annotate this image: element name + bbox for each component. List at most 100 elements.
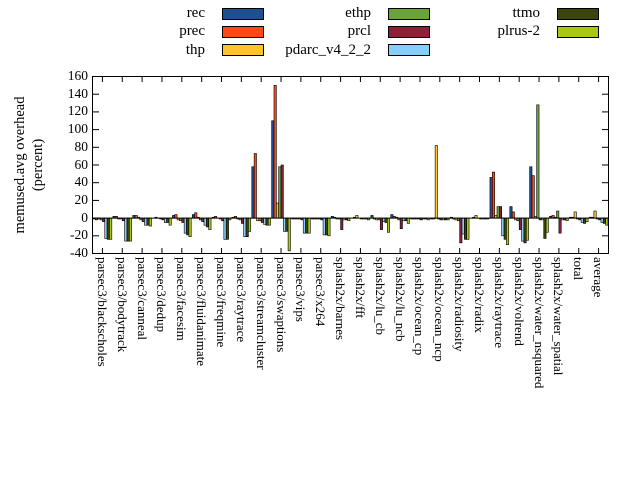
bar-pdarc_v4_2_2 [322,217,326,235]
legend-label-prcl: prcl [347,23,371,40]
bar-ethp [277,165,281,218]
bar-pdarc_v4_2_2 [500,217,504,236]
bar-ttmo [185,217,189,235]
bar-plrus-2 [505,217,509,245]
x-tick-label: splash2x/ocean_ncp [432,257,448,362]
bar-plrus-2 [128,217,132,241]
bar-thp [573,211,577,218]
bar-ttmo [126,217,130,241]
bar-thp [275,202,279,218]
bar-prcl [280,164,284,218]
x-tick-label: splash2x/fft [352,257,368,319]
x-tick-label: parsec3/bodytrack [114,257,130,353]
bar-ttmo [106,217,110,240]
x-tick-label: parsec3/facesim [174,257,190,341]
bar-plrus-2 [108,217,112,240]
bar-pdarc_v4_2_2 [163,217,167,223]
bar-ttmo [463,217,467,240]
x-tick-label: splash2x/water_nsquared [531,257,547,389]
bar-prcl [101,217,105,222]
y-tick-label: 20 [74,191,89,207]
bar-plrus-2 [168,217,172,225]
legend-swatch-ttmo [557,7,599,20]
bar-prcl [240,217,244,224]
bar-pdarc_v4_2_2 [223,217,227,240]
y-axis-title-line1: memused.avg overhead [12,96,28,234]
bar-pdarc_v4_2_2 [262,217,266,225]
bar-pdarc_v4_2_2 [123,217,127,241]
bar-ethp [555,210,559,218]
bar-pdarc_v4_2_2 [183,217,187,233]
bar-prcl [458,217,462,243]
bar-rec [489,176,493,218]
x-tick-label: splash2x/barnes [333,257,349,341]
bar-prcl [200,217,204,222]
x-tick-label: splash2x/lu_ncb [392,257,408,342]
bar-rec [508,205,512,218]
bar-ethp [496,205,500,218]
bar-ttmo [523,217,527,243]
bar-prcl [181,217,184,223]
y-tick-label: 0 [81,209,88,225]
bar-plrus-2 [406,217,410,224]
bar-pdarc_v4_2_2 [302,217,306,233]
bar-thp [593,210,597,218]
x-tick-label: parsec3/raytrace [233,257,249,343]
y-tick-label: 40 [74,174,89,190]
y-tick-label: 100 [67,121,88,137]
bar-ttmo [384,217,388,223]
bar-ttmo [602,217,606,224]
bar-prcl [260,217,264,223]
legend-label-plrus-2: plrus-2 [497,23,541,40]
bar-rec [528,165,532,218]
bar-prec [511,211,515,218]
bar-ttmo [503,217,507,240]
legend-swatch-prec [222,25,264,38]
bar-plrus-2 [307,217,311,233]
bar-plrus-2 [287,217,291,251]
legend-label-pdarc_v4_2_2: pdarc_v4_2_2 [285,41,371,58]
bar-plrus-2 [247,217,251,232]
bar-ttmo [225,217,229,240]
bar-ttmo [245,217,249,237]
bar-prcl [518,217,522,230]
legend-label-rec: rec [186,5,205,21]
bar-prcl [141,217,145,222]
bar-prcl [558,217,562,233]
x-tick-label: splash2x/radiosity [452,257,468,352]
bar-ttmo [324,217,328,235]
x-tick-label: parsec3/blackscholes [94,257,110,367]
x-tick-label: splash2x/volrend [511,257,527,346]
bar-plrus-2 [188,217,192,237]
bar-plrus-2 [604,217,608,225]
bar-rec [270,119,274,218]
bar-rec [389,213,393,218]
x-tick-label: parsec3/dedup [154,257,170,333]
bar-pdarc_v4_2_2 [600,217,604,223]
bar-pdarc_v4_2_2 [381,217,385,222]
bar-prec [253,152,257,218]
bar-ttmo [542,217,546,239]
bar-rec [191,213,195,218]
bar-plrus-2 [267,217,271,225]
bar-ttmo [146,217,149,225]
x-tick-label: splash2x/raytrace [491,257,507,348]
bar-thp [434,144,438,218]
legend-label-thp: thp [185,41,205,58]
legend-swatch-prcl [388,25,430,38]
bar-plrus-2 [545,217,549,233]
bar-prcl [498,205,502,218]
bar-ttmo [265,217,269,225]
bar-prec [173,213,177,218]
legend-swatch-plrus-2 [557,25,599,38]
x-tick-label: splash2x/lu_cb [372,257,388,335]
bar-pdarc_v4_2_2 [103,217,107,239]
y-axis-title-line2: (percent) [29,138,46,192]
legend-swatch-pdarc_v4_2_2 [388,44,430,57]
bar-prec [491,171,495,218]
bar-pdarc_v4_2_2 [203,217,207,225]
y-tick-label: 140 [67,85,88,101]
y-tick-label: 160 [67,68,88,83]
legend-swatch-ethp [388,7,430,20]
